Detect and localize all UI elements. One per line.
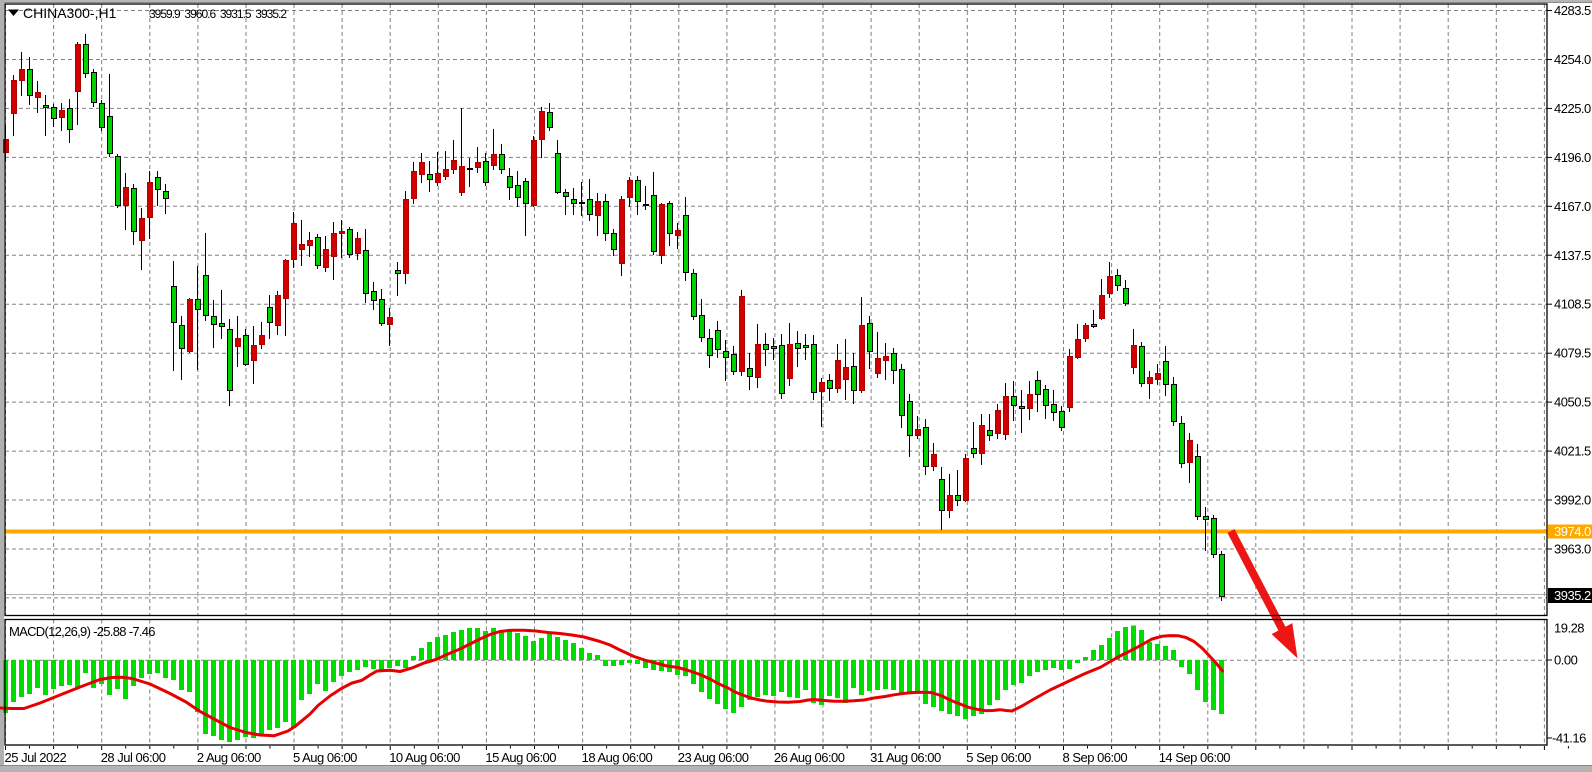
svg-text:CHINA300-,H1: CHINA300-,H1 <box>23 5 117 21</box>
svg-text:28 Jul 06:00: 28 Jul 06:00 <box>101 750 166 765</box>
svg-text:5 Aug 06:00: 5 Aug 06:00 <box>293 750 357 765</box>
svg-text:25 Jul 2022: 25 Jul 2022 <box>5 750 67 765</box>
svg-text:26 Aug 06:00: 26 Aug 06:00 <box>774 750 845 765</box>
svg-text:10 Aug 06:00: 10 Aug 06:00 <box>389 750 460 765</box>
svg-text:4108.5: 4108.5 <box>1554 297 1591 312</box>
svg-text:23 Aug 06:00: 23 Aug 06:00 <box>678 750 749 765</box>
svg-text:15 Aug 06:00: 15 Aug 06:00 <box>485 750 556 765</box>
svg-text:4225.0: 4225.0 <box>1554 101 1591 116</box>
svg-text:19.28: 19.28 <box>1554 621 1584 636</box>
svg-text:5 Sep 06:00: 5 Sep 06:00 <box>966 750 1031 765</box>
svg-text:3959.9 3960.6 3931.5 3935.2: 3959.9 3960.6 3931.5 3935.2 <box>149 7 287 21</box>
svg-text:4167.0: 4167.0 <box>1554 199 1591 214</box>
svg-text:4021.5: 4021.5 <box>1554 444 1591 459</box>
svg-text:4137.5: 4137.5 <box>1554 248 1591 263</box>
svg-text:4079.5: 4079.5 <box>1554 346 1591 361</box>
svg-text:4196.0: 4196.0 <box>1554 150 1591 165</box>
svg-text:4283.5: 4283.5 <box>1554 3 1591 18</box>
svg-text:3963.0: 3963.0 <box>1554 542 1591 557</box>
svg-text:18 Aug 06:00: 18 Aug 06:00 <box>582 750 653 765</box>
svg-text:2 Aug 06:00: 2 Aug 06:00 <box>197 750 261 765</box>
svg-text:3935.2: 3935.2 <box>1554 588 1591 603</box>
svg-text:8 Sep 06:00: 8 Sep 06:00 <box>1063 750 1128 765</box>
svg-text:4050.5: 4050.5 <box>1554 395 1591 410</box>
svg-text:4254.0: 4254.0 <box>1554 52 1591 67</box>
svg-text:31 Aug 06:00: 31 Aug 06:00 <box>870 750 941 765</box>
svg-text:0.00: 0.00 <box>1554 653 1578 668</box>
svg-text:3974.0: 3974.0 <box>1554 524 1591 539</box>
svg-text:3992.0: 3992.0 <box>1554 493 1591 508</box>
svg-text:14 Sep 06:00: 14 Sep 06:00 <box>1159 750 1231 765</box>
svg-text:MACD(12,26,9) -25.88 -7.46: MACD(12,26,9) -25.88 -7.46 <box>9 624 155 639</box>
svg-text:-41.16: -41.16 <box>1552 731 1586 746</box>
